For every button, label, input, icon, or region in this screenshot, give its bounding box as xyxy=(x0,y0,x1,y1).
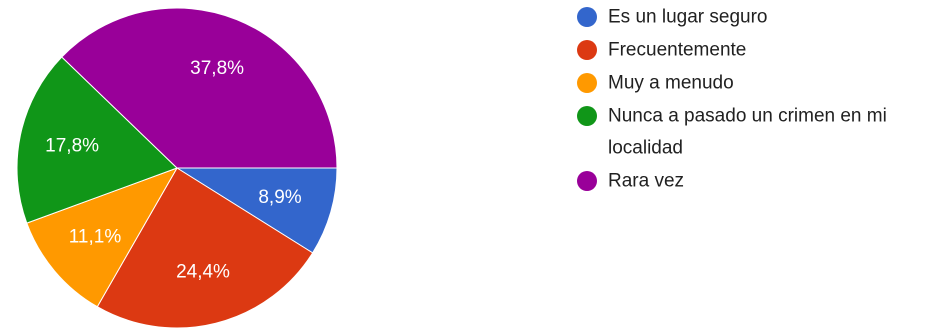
legend-label: Muy a menudo xyxy=(608,73,734,94)
legend-item: Muy a menudo xyxy=(577,73,734,94)
pie-slice xyxy=(26,167,179,308)
legend-item: Nunca a pasado un crimen en mi localidad xyxy=(577,106,887,159)
legend-swatch xyxy=(577,73,597,93)
slice-data-label: 24,4% xyxy=(176,262,230,283)
slice-data-label: 8,9% xyxy=(258,187,301,208)
legend-swatch xyxy=(577,106,597,126)
legend-item: Es un lugar seguro xyxy=(577,7,768,28)
legend-swatch xyxy=(577,171,597,191)
legend-label: Nunca a pasado un crimen en mi xyxy=(608,106,887,127)
pie-slice xyxy=(61,7,338,169)
legend-label: localidad xyxy=(608,138,683,159)
legend-swatch xyxy=(577,40,597,60)
legend-item: Rara vez xyxy=(577,171,684,192)
slice-data-label: 37,8% xyxy=(190,58,244,79)
pie-slice-labels: 8,9% 24,4% 11,1% 17,8% 37,8% xyxy=(45,58,302,282)
legend-item: Frecuentemente xyxy=(577,40,746,61)
legend-label: Rara vez xyxy=(608,171,684,192)
legend: Es un lugar seguro Frecuentemente Muy a me… xyxy=(577,7,887,192)
legend-swatch xyxy=(577,7,597,27)
slice-data-label: 11,1% xyxy=(69,227,122,248)
pie-slice xyxy=(16,56,178,224)
pie-slice xyxy=(175,167,338,254)
legend-label: Frecuentemente xyxy=(608,40,746,61)
legend-label: Es un lugar seguro xyxy=(608,7,768,28)
slice-data-label: 17,8% xyxy=(45,135,99,156)
pie-slices xyxy=(16,7,338,329)
pie-slice xyxy=(96,167,314,329)
